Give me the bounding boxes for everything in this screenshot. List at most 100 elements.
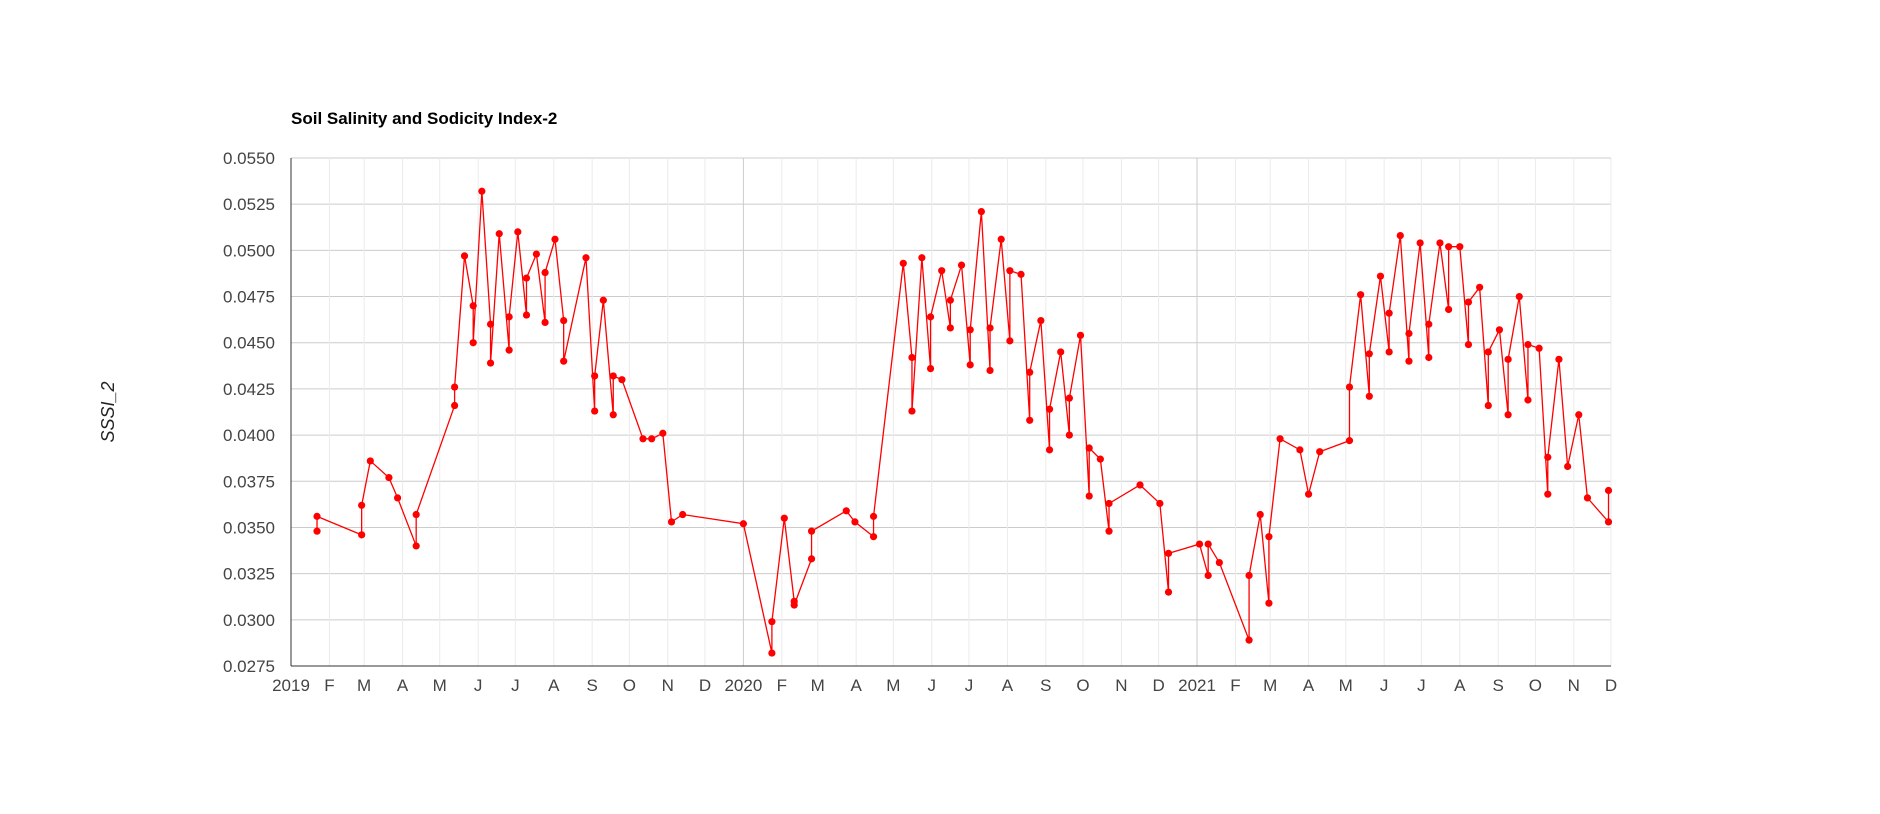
y-axis-label: SSSI_2	[98, 381, 118, 442]
data-point	[1436, 239, 1444, 247]
data-point	[1076, 331, 1085, 339]
x-tick-label: A	[1303, 676, 1315, 695]
data-point	[869, 533, 878, 541]
data-point	[505, 313, 513, 321]
data-point	[609, 372, 617, 380]
data-point	[1504, 411, 1512, 419]
data-point	[505, 346, 513, 354]
x-tick-label: A	[548, 676, 560, 695]
data-point	[1156, 499, 1164, 508]
data-point	[1245, 571, 1253, 580]
data-point	[790, 601, 798, 609]
data-point	[591, 372, 599, 380]
data-point	[1575, 411, 1583, 419]
data-point	[1085, 492, 1093, 500]
data-point	[986, 366, 994, 375]
x-tick-label: O	[1076, 676, 1089, 695]
data-point	[1535, 344, 1543, 352]
data-point	[918, 254, 926, 262]
y-tick-labels: 0.0550 0.0525 0.0500 0.0475 0.0450 0.0425 0.04…	[223, 149, 275, 676]
data-point	[1296, 446, 1304, 454]
data-point	[807, 555, 816, 563]
data-point	[926, 313, 935, 321]
data-point	[957, 261, 966, 269]
data-point	[412, 542, 420, 550]
data-point	[1026, 416, 1034, 424]
y-tick-label: 0.0425	[223, 380, 275, 399]
data-point	[851, 518, 859, 526]
data-point	[1405, 329, 1413, 338]
x-tick-label: N	[1568, 676, 1580, 695]
data-point	[1105, 499, 1113, 508]
data-point	[313, 512, 321, 520]
data-point	[1495, 326, 1504, 334]
data-point	[1017, 270, 1025, 278]
data-point	[1065, 394, 1073, 402]
data-point	[591, 407, 599, 415]
data-point	[514, 228, 522, 236]
x-tick-label: F	[777, 676, 787, 695]
data-point	[599, 296, 607, 304]
data-point	[469, 302, 477, 310]
data-point	[1555, 355, 1563, 363]
x-tick-label: J	[474, 676, 483, 695]
data-point	[1345, 383, 1354, 391]
data-point	[1045, 405, 1054, 413]
data-point	[899, 259, 907, 267]
data-point	[946, 296, 954, 304]
data-point	[1215, 558, 1223, 567]
data-point	[1376, 272, 1385, 280]
data-point	[1583, 494, 1592, 502]
data-point	[1304, 490, 1313, 498]
data-point	[768, 618, 776, 626]
x-tick-label: J	[928, 676, 937, 695]
data-point	[1065, 431, 1073, 439]
data-point	[469, 339, 477, 347]
data-point	[486, 320, 495, 328]
data-point	[1164, 588, 1173, 596]
data-point	[986, 324, 994, 332]
y-tick-label: 0.0350	[223, 518, 275, 537]
data-point	[966, 361, 974, 369]
x-tick-label: O	[1529, 676, 1542, 695]
data-point	[1524, 340, 1532, 349]
x-tick-label: S	[1493, 676, 1504, 695]
data-point	[667, 518, 676, 526]
data-point	[1085, 444, 1093, 452]
data-point	[1245, 636, 1253, 644]
data-point	[1604, 486, 1613, 495]
data-point	[1164, 549, 1173, 557]
data-point	[385, 473, 393, 482]
data-point	[1365, 350, 1373, 358]
data-point	[460, 252, 469, 260]
data-point	[1464, 340, 1473, 349]
x-tick-label: J	[965, 676, 974, 695]
data-point	[1136, 481, 1144, 489]
data-point	[618, 376, 626, 384]
data-point	[1365, 392, 1373, 400]
data-point	[659, 429, 667, 437]
data-point	[1425, 320, 1433, 328]
data-point	[1416, 239, 1424, 247]
data-point	[1445, 243, 1453, 251]
y-tick-label: 0.0475	[223, 288, 275, 307]
x-tick-label: S	[1040, 676, 1051, 695]
y-tick-label: 0.0375	[223, 472, 275, 491]
x-tick-label: O	[623, 676, 636, 695]
data-point	[648, 435, 656, 443]
y-tick-label: 0.0500	[223, 241, 275, 260]
data-point	[541, 268, 549, 277]
x-tick-label: A	[1454, 676, 1466, 695]
series-line	[316, 191, 1610, 654]
x-tick-label: M	[1339, 676, 1353, 695]
y-tick-label: 0.0525	[223, 195, 275, 214]
data-point	[1524, 396, 1532, 404]
data-point	[639, 435, 647, 443]
x-tick-label: N	[662, 676, 674, 695]
data-point	[966, 326, 974, 334]
x-tick-label: M	[886, 676, 900, 695]
data-point	[358, 501, 366, 509]
data-point	[1476, 283, 1484, 291]
data-point	[1204, 571, 1212, 580]
